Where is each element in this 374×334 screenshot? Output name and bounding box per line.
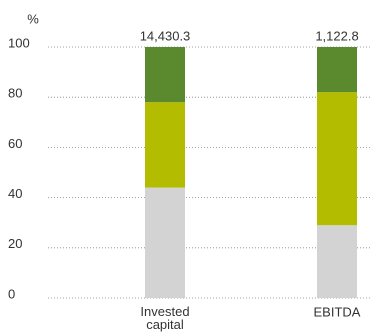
x-tick-label: Invested capital [140, 304, 189, 332]
x-tick-label: EBITDA [314, 304, 361, 319]
y-tick-label: 80 [8, 86, 22, 101]
bar-total-label: 1,122.8 [315, 28, 358, 43]
y-tick-label: 20 [8, 236, 22, 251]
bar-segment [317, 225, 357, 298]
y-tick-label: 40 [8, 186, 22, 201]
y-tick-label: 100 [8, 35, 30, 50]
y-tick-label: 60 [8, 136, 22, 151]
bar-segment [145, 102, 185, 188]
bar-segment [317, 92, 357, 226]
bar-total-label: 14,430.3 [140, 28, 191, 43]
y-axis-label: % [27, 11, 39, 26]
y-tick-label: 0 [8, 286, 15, 301]
bar-segment [145, 47, 185, 103]
bar-segment [145, 187, 185, 298]
bar-segment [317, 47, 357, 93]
